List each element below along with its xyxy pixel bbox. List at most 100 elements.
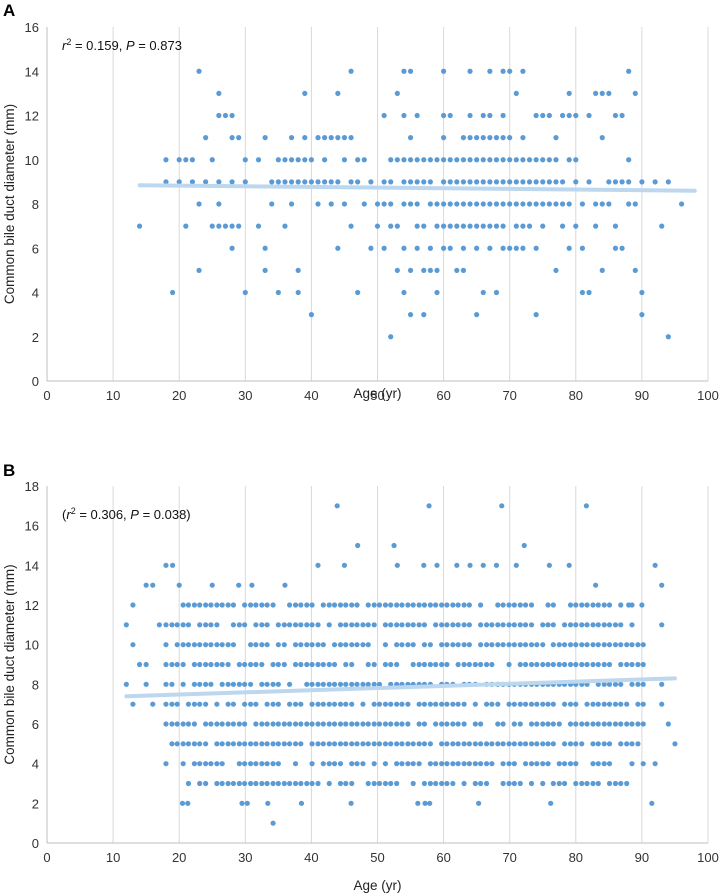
data-point xyxy=(354,602,360,608)
data-point xyxy=(444,721,450,727)
data-point xyxy=(331,721,338,727)
data-point xyxy=(433,661,439,668)
data-point xyxy=(394,267,400,273)
x-tick-label: 80 xyxy=(569,850,583,865)
data-point xyxy=(665,179,671,185)
data-point xyxy=(595,602,601,608)
data-point xyxy=(196,68,202,74)
data-point xyxy=(197,741,203,747)
data-point xyxy=(640,761,646,767)
data-point xyxy=(489,622,495,628)
data-point xyxy=(399,602,405,608)
data-point xyxy=(259,681,265,687)
data-point xyxy=(522,701,529,707)
data-point xyxy=(493,157,500,163)
data-point xyxy=(421,562,427,568)
data-point xyxy=(349,622,355,628)
data-point xyxy=(349,761,355,767)
data-point xyxy=(326,661,332,668)
data-point xyxy=(253,780,259,787)
data-point xyxy=(315,741,321,747)
data-point xyxy=(606,701,613,707)
x-tick-label: 100 xyxy=(697,850,719,865)
data-point xyxy=(540,157,546,163)
data-point xyxy=(262,267,268,273)
data-point xyxy=(550,741,556,747)
data-point xyxy=(270,661,276,668)
x-tick-label: 0 xyxy=(43,850,50,865)
data-point xyxy=(487,179,493,185)
data-point xyxy=(640,661,646,668)
data-point xyxy=(629,642,635,648)
data-point xyxy=(388,622,394,628)
data-point xyxy=(185,642,192,648)
data-point xyxy=(573,223,579,229)
data-point xyxy=(659,223,665,229)
data-point xyxy=(331,642,338,648)
data-point xyxy=(295,179,301,185)
data-point xyxy=(382,661,389,668)
data-point xyxy=(632,90,638,96)
data-point xyxy=(343,741,349,747)
data-point xyxy=(421,741,428,747)
data-point xyxy=(191,761,198,767)
data-point xyxy=(343,681,349,687)
data-point xyxy=(513,223,519,229)
data-point xyxy=(230,681,237,687)
data-point xyxy=(197,622,203,628)
data-point xyxy=(444,661,450,668)
data-point xyxy=(322,135,328,141)
data-point xyxy=(247,761,254,767)
y-tick-label: 6 xyxy=(32,717,39,732)
data-point xyxy=(506,622,512,628)
data-point xyxy=(595,721,601,727)
data-point xyxy=(601,642,607,648)
data-point xyxy=(540,780,546,787)
data-point xyxy=(415,800,421,806)
data-point xyxy=(304,721,310,727)
data-point xyxy=(639,312,645,318)
data-point xyxy=(270,602,276,608)
data-point xyxy=(447,201,453,207)
data-point xyxy=(337,602,344,608)
data-point xyxy=(450,721,456,727)
data-point xyxy=(376,701,383,707)
data-point xyxy=(326,622,332,628)
data-point xyxy=(304,661,310,668)
data-point xyxy=(371,602,377,608)
data-point xyxy=(209,223,215,229)
data-point xyxy=(331,701,338,707)
data-point xyxy=(371,761,377,767)
data-point xyxy=(579,289,586,296)
stats-annotation: (r2 = 0.306, P = 0.038) xyxy=(62,506,191,522)
data-point xyxy=(601,681,607,687)
data-point xyxy=(253,642,259,648)
data-point xyxy=(298,661,304,668)
data-point xyxy=(185,622,192,628)
data-point xyxy=(259,642,265,648)
data-point xyxy=(478,642,484,648)
data-point xyxy=(203,721,209,727)
data-point xyxy=(546,157,552,163)
data-point xyxy=(253,661,259,668)
data-point xyxy=(606,661,613,668)
data-point xyxy=(365,661,371,668)
data-point xyxy=(500,741,506,747)
data-point xyxy=(309,701,315,707)
data-point xyxy=(401,245,407,251)
data-point xyxy=(601,661,607,668)
data-point xyxy=(528,602,535,608)
data-point xyxy=(169,721,175,727)
data-point xyxy=(493,135,500,141)
data-point xyxy=(216,223,222,229)
data-point xyxy=(123,681,129,687)
data-point xyxy=(416,721,422,727)
data-point xyxy=(466,741,472,747)
data-point xyxy=(176,582,182,588)
data-point xyxy=(230,701,237,707)
data-point xyxy=(242,681,248,687)
data-point xyxy=(197,761,203,767)
data-point xyxy=(407,179,414,185)
data-point xyxy=(460,245,467,251)
data-point xyxy=(176,157,182,163)
